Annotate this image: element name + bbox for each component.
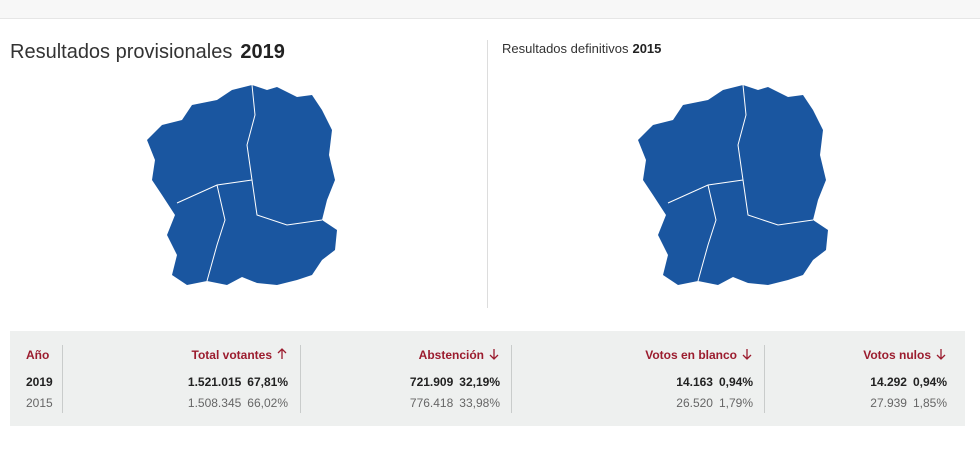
top-bar (0, 0, 980, 19)
map-2015 (637, 84, 829, 286)
percentage: 1,85% (912, 396, 947, 410)
count: 26.520 (676, 396, 713, 410)
column-divider (511, 345, 512, 413)
divider (487, 40, 488, 308)
results-table: Año Total votantes Abstención Votos en blan… (10, 331, 965, 426)
year-cell: 2015 (26, 396, 53, 410)
count: 1.508.345 (187, 396, 242, 410)
sort-arrow (742, 349, 752, 360)
count: 1.521.015 (187, 375, 242, 389)
maps (146, 84, 829, 286)
year-cell: 2019 (26, 375, 53, 389)
percentage: 66,02% (247, 396, 288, 410)
value-cell: 27.939 1,85% (870, 396, 947, 410)
percentage: 0,94% (912, 375, 947, 389)
value-cell: 1.521.015 67,81% (188, 375, 288, 389)
sort-arrow (277, 348, 287, 359)
value-cell: 14.292 0,94% (870, 375, 947, 389)
count: 721.909 (409, 375, 454, 389)
percentage: 33,98% (459, 396, 500, 410)
value-cell: 721.909 32,19% (410, 375, 500, 389)
subtitle-text: Resultados definitivos (502, 41, 629, 56)
percentage: 67,81% (247, 375, 288, 389)
column-header: Votos en blanco (645, 348, 737, 362)
column-divider (764, 345, 765, 413)
column-divider (300, 345, 301, 413)
count: 27.939 (870, 396, 907, 410)
subtitle-year: 2015 (632, 41, 662, 56)
value-cell: 26.520 1,79% (676, 396, 753, 410)
column-header: Total votantes (191, 348, 272, 362)
column-header: Votos nulos (863, 348, 931, 362)
title-text: Resultados provisionales (10, 41, 233, 63)
count: 14.292 (870, 375, 907, 389)
column-header: Año (26, 348, 50, 362)
count: 776.418 (409, 396, 454, 410)
column-header: Abstención (418, 348, 484, 362)
value-cell: 776.418 33,98% (410, 396, 500, 410)
value-cell: 14.163 0,94% (676, 375, 753, 389)
sort-arrow (936, 349, 946, 360)
subtitle: Resultados definitivos 2015 (502, 41, 661, 56)
title: Resultados provisionales 2019 (10, 41, 285, 64)
percentage: 0,94% (718, 375, 753, 389)
sort-arrow (489, 349, 499, 360)
count: 14.163 (676, 375, 713, 389)
percentage: 1,79% (718, 396, 753, 410)
value-cell: 1.508.345 66,02% (188, 396, 288, 410)
map-2019 (146, 84, 338, 286)
title-year: 2019 (240, 41, 285, 63)
percentage: 32,19% (459, 375, 500, 389)
column-divider (62, 345, 63, 413)
